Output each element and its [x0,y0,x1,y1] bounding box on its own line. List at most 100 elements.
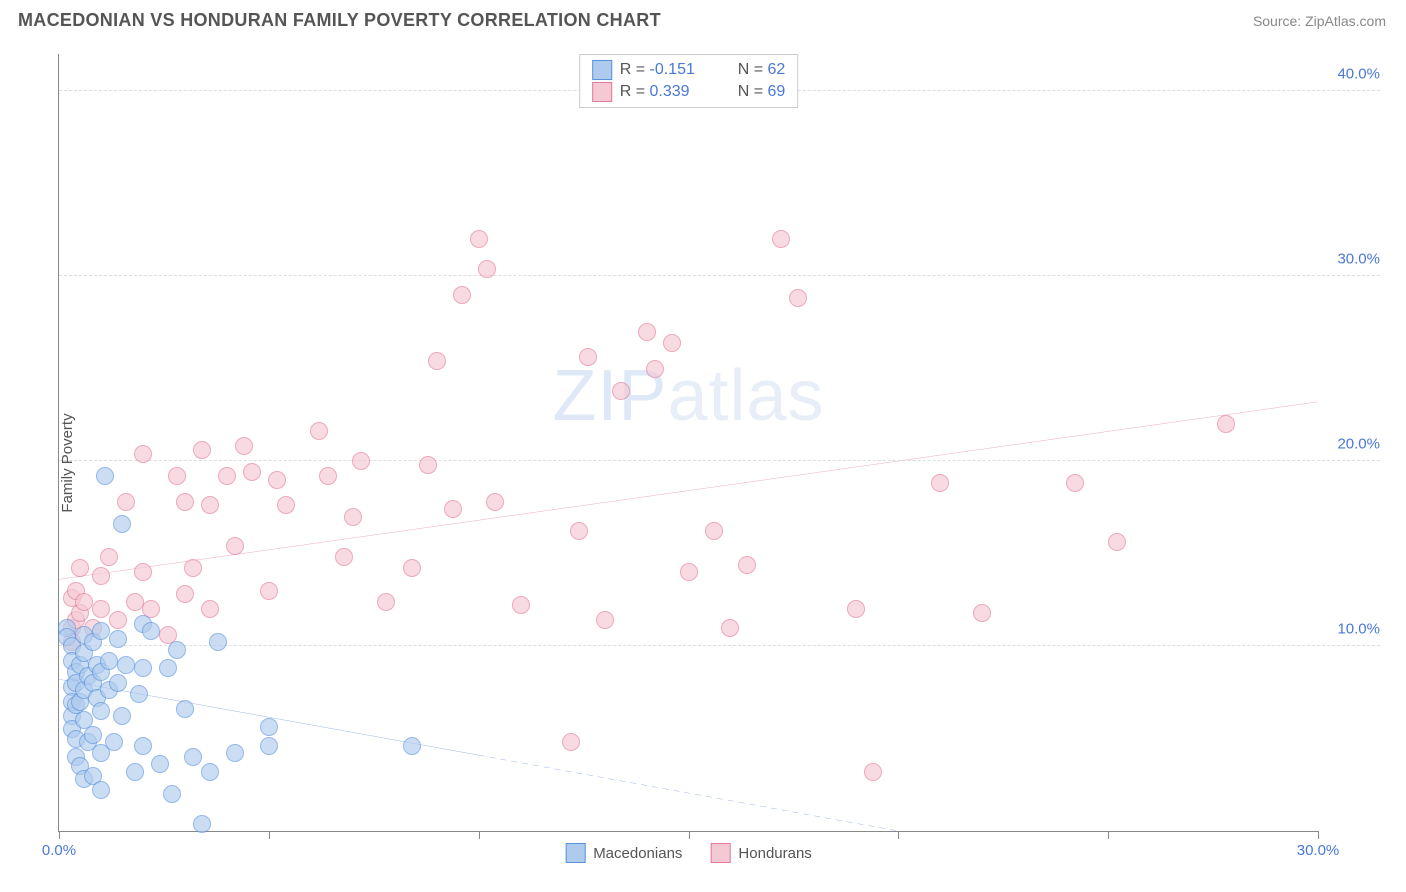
source-label: Source: ZipAtlas.com [1253,13,1386,29]
point-honduran [218,467,236,485]
point-honduran [344,508,362,526]
n-label-hondurans: N = 69 [738,83,786,101]
series-legend: Macedonians Hondurans [565,843,812,863]
point-honduran [470,230,488,248]
x-tick-label: 30.0% [1297,842,1340,859]
point-honduran [403,559,421,577]
point-honduran [117,493,135,511]
y-tick-label: 20.0% [1324,436,1380,453]
header: MACEDONIAN VS HONDURAN FAMILY POVERTY CO… [0,0,1406,37]
point-honduran [201,600,219,618]
point-honduran [193,441,211,459]
x-tick [898,831,899,839]
point-honduran [226,537,244,555]
y-tick-label: 40.0% [1324,66,1380,83]
point-honduran [579,348,597,366]
point-honduran [235,437,253,455]
point-macedonian [100,652,118,670]
x-tick [479,831,480,839]
point-honduran [453,286,471,304]
point-macedonian [96,467,114,485]
point-honduran [268,471,286,489]
point-macedonian [403,737,421,755]
point-macedonian [113,515,131,533]
point-honduran [721,619,739,637]
point-honduran [75,593,93,611]
point-honduran [1108,533,1126,551]
point-honduran [277,496,295,514]
point-honduran [612,382,630,400]
point-macedonian [92,702,110,720]
point-honduran [201,496,219,514]
point-honduran [596,611,614,629]
point-honduran [663,334,681,352]
legend-row-hondurans: R = 0.339 N = 69 [592,81,786,103]
point-macedonian [134,659,152,677]
point-honduran [243,463,261,481]
point-honduran [738,556,756,574]
y-tick-label: 10.0% [1324,621,1380,638]
point-honduran [176,493,194,511]
y-tick-label: 30.0% [1324,251,1380,268]
n-label-macedonians: N = 62 [738,61,786,79]
watermark: ZIPatlas [552,355,824,437]
point-macedonian [176,700,194,718]
point-honduran [772,230,790,248]
point-honduran [126,593,144,611]
r-label-hondurans: R = 0.339 [620,83,730,101]
point-honduran [310,422,328,440]
point-macedonian [201,763,219,781]
point-macedonian [260,718,278,736]
point-macedonian [151,755,169,773]
point-honduran [486,493,504,511]
point-honduran [931,474,949,492]
point-honduran [109,611,127,629]
point-macedonian [163,785,181,803]
point-honduran [705,522,723,540]
x-tick [689,831,690,839]
legend-item-hondurans: Hondurans [710,843,811,863]
point-macedonian [134,737,152,755]
point-honduran [134,445,152,463]
point-macedonian [226,744,244,762]
swatch-macedonians-bottom [565,843,585,863]
point-honduran [71,559,89,577]
legend-label-hondurans: Hondurans [738,845,811,862]
chart-title: MACEDONIAN VS HONDURAN FAMILY POVERTY CO… [18,10,661,31]
point-macedonian [126,763,144,781]
point-honduran [973,604,991,622]
point-honduran [100,548,118,566]
grid-line-h [59,275,1380,276]
point-macedonian [130,685,148,703]
point-honduran [168,467,186,485]
point-honduran [847,600,865,618]
point-honduran [1217,415,1235,433]
point-honduran [184,559,202,577]
point-macedonian [92,781,110,799]
point-honduran [789,289,807,307]
point-macedonian [184,748,202,766]
r-label-macedonians: R = -0.151 [620,61,730,79]
point-honduran [260,582,278,600]
point-macedonian [92,622,110,640]
point-macedonian [159,659,177,677]
point-macedonian [117,656,135,674]
point-honduran [864,763,882,781]
point-macedonian [260,737,278,755]
legend-row-macedonians: R = -0.151 N = 62 [592,59,786,81]
point-honduran [352,452,370,470]
point-honduran [1066,474,1084,492]
point-honduran [512,596,530,614]
point-honduran [444,500,462,518]
point-honduran [176,585,194,603]
point-honduran [428,352,446,370]
chart-area: Family Poverty ZIPatlas R = -0.151 N = 6… [18,44,1388,882]
point-honduran [646,360,664,378]
point-macedonian [168,641,186,659]
point-honduran [134,563,152,581]
point-macedonian [209,633,227,651]
point-honduran [419,456,437,474]
legend-label-macedonians: Macedonians [593,845,682,862]
point-honduran [562,733,580,751]
point-honduran [478,260,496,278]
